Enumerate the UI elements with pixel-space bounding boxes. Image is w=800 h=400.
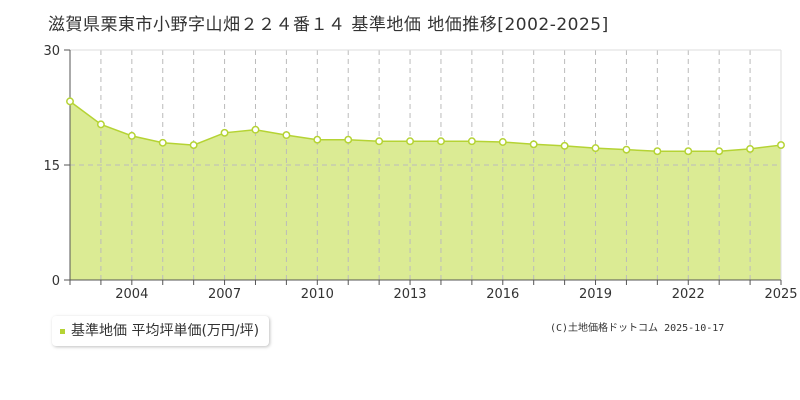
svg-text:30: 30 [43, 44, 60, 59]
svg-text:15: 15 [43, 159, 60, 174]
svg-text:2019: 2019 [579, 287, 612, 300]
credit-text: (C)土地価格ドットコム 2025-10-17 [550, 323, 725, 334]
svg-text:2004: 2004 [115, 287, 148, 300]
legend-label: 基準地価 平均坪単価(万円/坪) [71, 323, 260, 339]
chart-title: 滋賀県栗東市小野字山畑２２４番１４ 基準地価 地価推移[2002-2025] [48, 15, 609, 35]
area-chart: 0 15 30 2004 2007 2010 2013 2016 2019 2022 2025 [43, 44, 797, 300]
svg-text:0: 0 [52, 274, 60, 289]
svg-text:2007: 2007 [208, 287, 241, 300]
svg-text:2025: 2025 [764, 287, 797, 300]
svg-text:2013: 2013 [393, 287, 426, 300]
svg-text:2016: 2016 [486, 287, 519, 300]
svg-text:2022: 2022 [672, 287, 705, 300]
svg-text:2010: 2010 [301, 287, 334, 300]
legend-swatch [60, 328, 65, 334]
legend: 基準地価 平均坪単価(万円/坪) [52, 316, 270, 346]
